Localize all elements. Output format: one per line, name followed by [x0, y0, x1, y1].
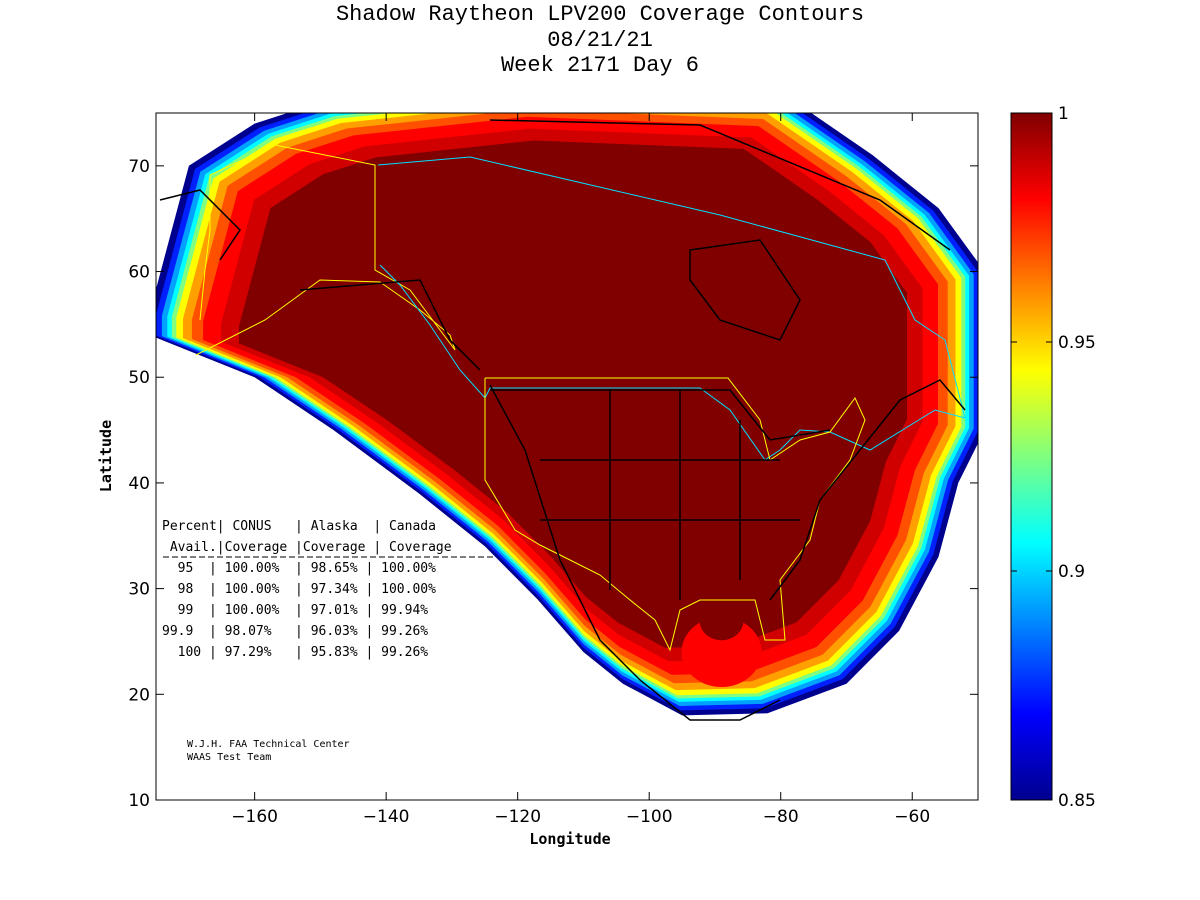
gulf-full-coverage — [699, 600, 744, 641]
coverage-contours — [156, 113, 978, 716]
table-row: 99.9 | 98.07% | 96.03% | 99.26% — [162, 624, 428, 639]
x-tick-label: −100 — [626, 807, 673, 827]
conus-service-boundary — [484, 377, 866, 652]
table-header-row: Avail.|Coverage |Coverage | Coverage — [162, 540, 452, 555]
colorbar-tick-label: 0.95 — [1058, 333, 1096, 353]
x-tick-label: −160 — [231, 807, 278, 827]
chart-title-line1: Shadow Raytheon LPV200 Coverage Contours — [335, 2, 865, 27]
y-tick-label: 70 — [128, 157, 150, 177]
credit-line2: WAAS Test Team — [187, 752, 271, 763]
y-tick-label: 40 — [128, 474, 150, 494]
y-tick-label: 10 — [128, 791, 150, 811]
chart-title-week: Week 2171 Day 6 — [500, 53, 700, 78]
colorbar-tick-label: 0.85 — [1058, 791, 1096, 811]
x-tick-label: −60 — [894, 807, 930, 827]
table-row: 98 | 100.00% | 97.34% | 100.00% — [162, 582, 436, 597]
x-tick-label: −120 — [494, 807, 541, 827]
coastline-outline — [159, 119, 966, 721]
colorbar-tick-label: 0.9 — [1058, 562, 1085, 582]
chart-title-date: 08/21/21 — [547, 28, 653, 53]
boundaries — [159, 119, 966, 721]
alaska-service-boundary — [195, 144, 456, 356]
colorbar — [1010, 112, 1053, 801]
gulf-lower-coverage — [681, 617, 762, 688]
table-header-row: Percent| CONUS | Alaska | Canada — [162, 519, 436, 534]
colorbar-tick-label: 1 — [1058, 104, 1069, 124]
coverage-table: Percent| CONUS | Alaska | Canada Avail.|… — [162, 519, 452, 660]
table-row: 100 | 97.29% | 95.83% | 99.26% — [162, 645, 428, 660]
x-tick-label: −140 — [363, 807, 410, 827]
table-row: 99 | 100.00% | 97.01% | 99.94% — [162, 603, 428, 618]
credit-line1: W.J.H. FAA Technical Center — [187, 739, 350, 750]
x-tick-label: −80 — [763, 807, 799, 827]
canada-service-boundary — [377, 156, 966, 461]
y-axis-label: Latitude — [97, 420, 115, 492]
y-tick-label: 30 — [128, 580, 150, 600]
plot-frame — [155, 112, 979, 801]
table-row: 95 | 100.00% | 98.65% | 100.00% — [162, 561, 436, 576]
y-tick-label: 50 — [128, 368, 150, 388]
y-tick-label: 20 — [128, 685, 150, 705]
x-axis-label: Longitude — [529, 830, 610, 848]
y-tick-label: 60 — [128, 263, 150, 283]
